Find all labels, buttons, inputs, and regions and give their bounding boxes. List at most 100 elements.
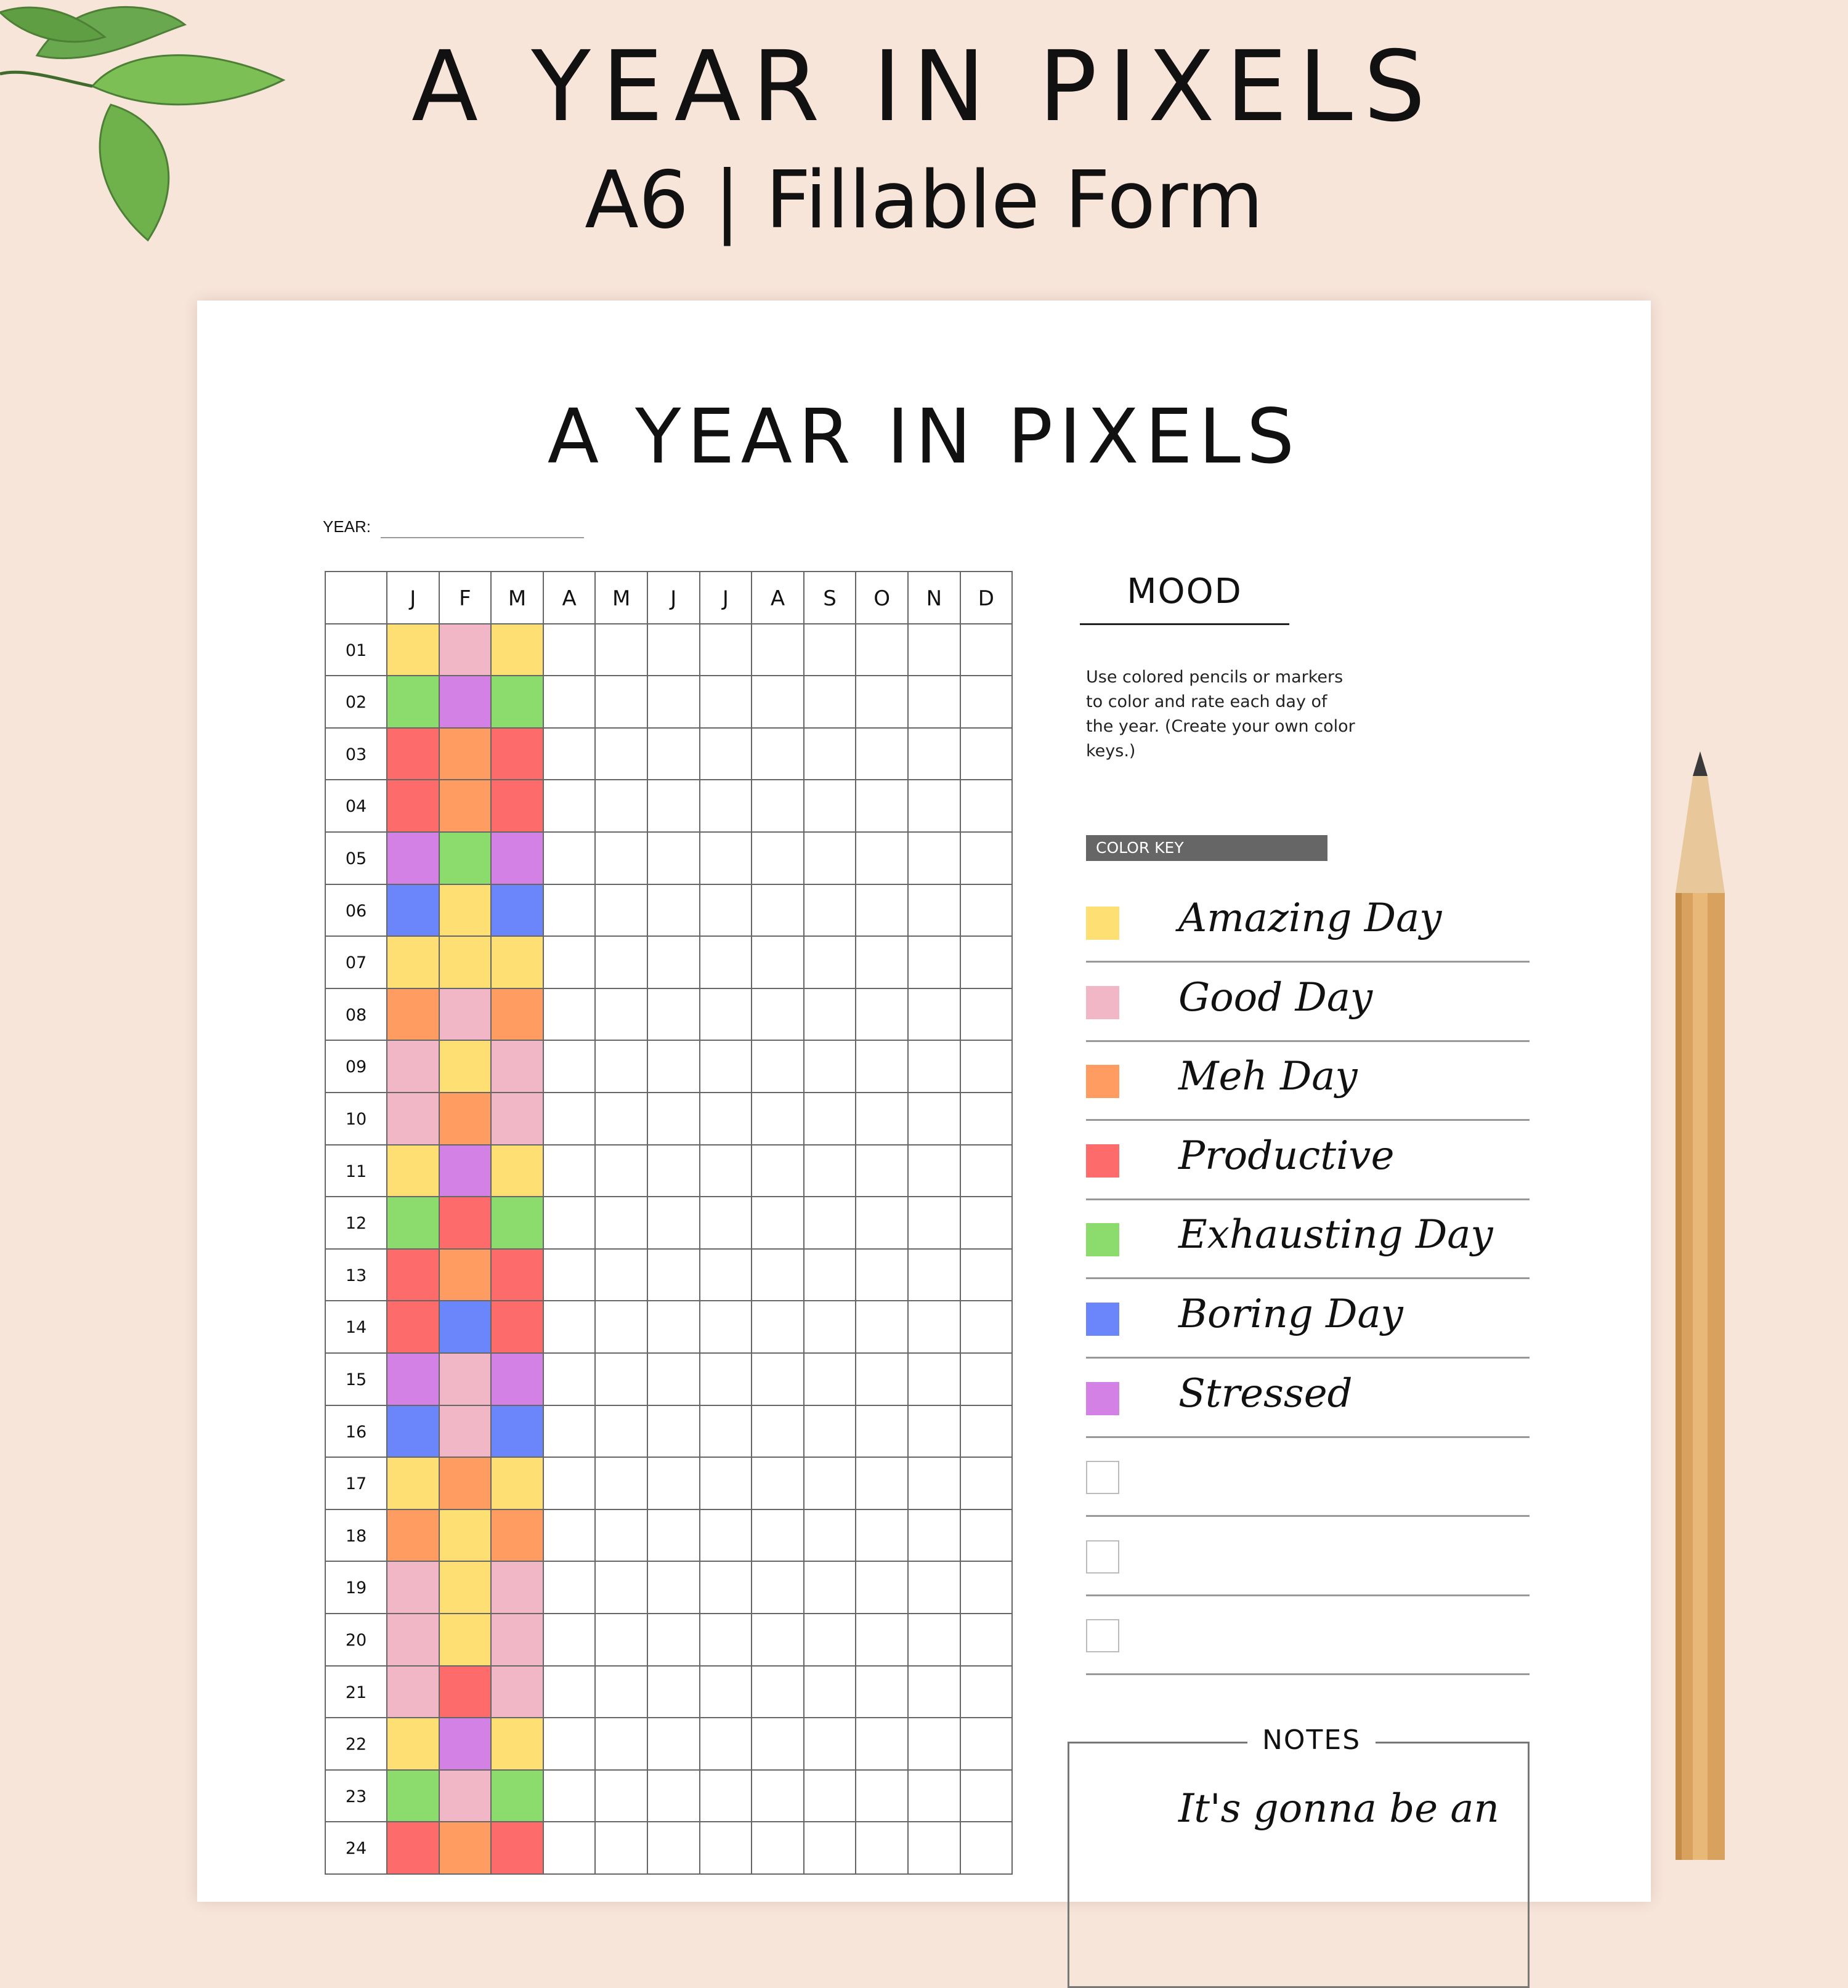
day-pixel-cell[interactable] xyxy=(647,1613,700,1667)
day-pixel-cell[interactable] xyxy=(594,1300,648,1354)
day-pixel-cell[interactable] xyxy=(594,1613,648,1667)
day-pixel-cell[interactable] xyxy=(594,779,648,833)
day-pixel-cell[interactable] xyxy=(490,1717,544,1771)
day-pixel-cell[interactable] xyxy=(907,1196,961,1250)
color-swatch[interactable] xyxy=(1086,985,1119,1019)
day-pixel-cell[interactable] xyxy=(699,1717,753,1771)
day-pixel-cell[interactable] xyxy=(855,1613,909,1667)
day-pixel-cell[interactable] xyxy=(959,1821,1013,1875)
day-pixel-cell[interactable] xyxy=(438,779,492,833)
day-pixel-cell[interactable] xyxy=(438,1769,492,1823)
day-pixel-cell[interactable] xyxy=(751,1196,804,1250)
day-pixel-cell[interactable] xyxy=(959,987,1013,1041)
day-pixel-cell[interactable] xyxy=(855,1717,909,1771)
day-pixel-cell[interactable] xyxy=(438,1561,492,1614)
day-pixel-cell[interactable] xyxy=(751,1352,804,1406)
day-pixel-cell[interactable] xyxy=(751,831,804,885)
day-pixel-cell[interactable] xyxy=(386,1300,440,1354)
day-pixel-cell[interactable] xyxy=(594,1196,648,1250)
day-pixel-cell[interactable] xyxy=(751,1092,804,1146)
day-pixel-cell[interactable] xyxy=(594,1144,648,1198)
day-pixel-cell[interactable] xyxy=(803,1196,857,1250)
day-pixel-cell[interactable] xyxy=(907,1040,961,1093)
day-pixel-cell[interactable] xyxy=(907,779,961,833)
day-pixel-cell[interactable] xyxy=(803,1769,857,1823)
color-key-label[interactable]: Productive xyxy=(1178,1133,1395,1179)
day-pixel-cell[interactable] xyxy=(490,727,544,781)
color-swatch[interactable] xyxy=(1086,1223,1119,1257)
day-pixel-cell[interactable] xyxy=(647,1665,700,1719)
day-pixel-cell[interactable] xyxy=(803,1717,857,1771)
day-pixel-cell[interactable] xyxy=(855,935,909,989)
day-pixel-cell[interactable] xyxy=(751,935,804,989)
day-pixel-cell[interactable] xyxy=(438,1300,492,1354)
day-pixel-cell[interactable] xyxy=(959,831,1013,885)
day-pixel-cell[interactable] xyxy=(907,883,961,937)
day-pixel-cell[interactable] xyxy=(907,1144,961,1198)
day-pixel-cell[interactable] xyxy=(803,987,857,1041)
day-pixel-cell[interactable] xyxy=(803,1404,857,1458)
day-pixel-cell[interactable] xyxy=(386,1613,440,1667)
day-pixel-cell[interactable] xyxy=(959,935,1013,989)
day-pixel-cell[interactable] xyxy=(490,1613,544,1667)
day-pixel-cell[interactable] xyxy=(386,1352,440,1406)
day-pixel-cell[interactable] xyxy=(907,1300,961,1354)
day-pixel-cell[interactable] xyxy=(803,1352,857,1406)
day-pixel-cell[interactable] xyxy=(386,1457,440,1510)
day-pixel-cell[interactable] xyxy=(907,1248,961,1302)
day-pixel-cell[interactable] xyxy=(647,675,700,729)
day-pixel-cell[interactable] xyxy=(803,727,857,781)
day-pixel-cell[interactable] xyxy=(907,1457,961,1510)
day-pixel-cell[interactable] xyxy=(647,1717,700,1771)
color-swatch[interactable] xyxy=(1086,1303,1119,1336)
day-pixel-cell[interactable] xyxy=(542,1769,596,1823)
day-pixel-cell[interactable] xyxy=(542,831,596,885)
day-pixel-cell[interactable] xyxy=(855,987,909,1041)
day-pixel-cell[interactable] xyxy=(855,1457,909,1510)
day-pixel-cell[interactable] xyxy=(959,1300,1013,1354)
day-pixel-cell[interactable] xyxy=(386,1248,440,1302)
day-pixel-cell[interactable] xyxy=(490,1404,544,1458)
day-pixel-cell[interactable] xyxy=(386,935,440,989)
day-pixel-cell[interactable] xyxy=(803,1613,857,1667)
day-pixel-cell[interactable] xyxy=(647,779,700,833)
day-pixel-cell[interactable] xyxy=(751,1404,804,1458)
day-pixel-cell[interactable] xyxy=(647,1300,700,1354)
day-pixel-cell[interactable] xyxy=(490,1508,544,1562)
day-pixel-cell[interactable] xyxy=(542,1457,596,1510)
day-pixel-cell[interactable] xyxy=(438,1717,492,1771)
day-pixel-cell[interactable] xyxy=(855,1508,909,1562)
day-pixel-cell[interactable] xyxy=(386,1821,440,1875)
day-pixel-cell[interactable] xyxy=(855,1821,909,1875)
day-pixel-cell[interactable] xyxy=(594,1508,648,1562)
color-swatch[interactable] xyxy=(1086,1619,1119,1653)
day-pixel-cell[interactable] xyxy=(490,623,544,677)
day-pixel-cell[interactable] xyxy=(699,987,753,1041)
day-pixel-cell[interactable] xyxy=(751,675,804,729)
day-pixel-cell[interactable] xyxy=(699,1196,753,1250)
day-pixel-cell[interactable] xyxy=(751,1248,804,1302)
day-pixel-cell[interactable] xyxy=(751,1561,804,1614)
day-pixel-cell[interactable] xyxy=(751,883,804,937)
day-pixel-cell[interactable] xyxy=(699,1352,753,1406)
day-pixel-cell[interactable] xyxy=(803,1508,857,1562)
day-pixel-cell[interactable] xyxy=(542,779,596,833)
day-pixel-cell[interactable] xyxy=(699,935,753,989)
day-pixel-cell[interactable] xyxy=(751,779,804,833)
day-pixel-cell[interactable] xyxy=(907,727,961,781)
day-pixel-cell[interactable] xyxy=(855,1300,909,1354)
day-pixel-cell[interactable] xyxy=(542,1300,596,1354)
day-pixel-cell[interactable] xyxy=(959,1352,1013,1406)
day-pixel-cell[interactable] xyxy=(594,883,648,937)
day-pixel-cell[interactable] xyxy=(959,1404,1013,1458)
day-pixel-cell[interactable] xyxy=(647,1508,700,1562)
day-pixel-cell[interactable] xyxy=(907,831,961,885)
day-pixel-cell[interactable] xyxy=(803,675,857,729)
day-pixel-cell[interactable] xyxy=(594,935,648,989)
day-pixel-cell[interactable] xyxy=(959,1457,1013,1510)
day-pixel-cell[interactable] xyxy=(751,1144,804,1198)
day-pixel-cell[interactable] xyxy=(542,675,596,729)
color-swatch[interactable] xyxy=(1086,1144,1119,1178)
day-pixel-cell[interactable] xyxy=(647,987,700,1041)
notes-box[interactable] xyxy=(1068,1742,1530,1988)
